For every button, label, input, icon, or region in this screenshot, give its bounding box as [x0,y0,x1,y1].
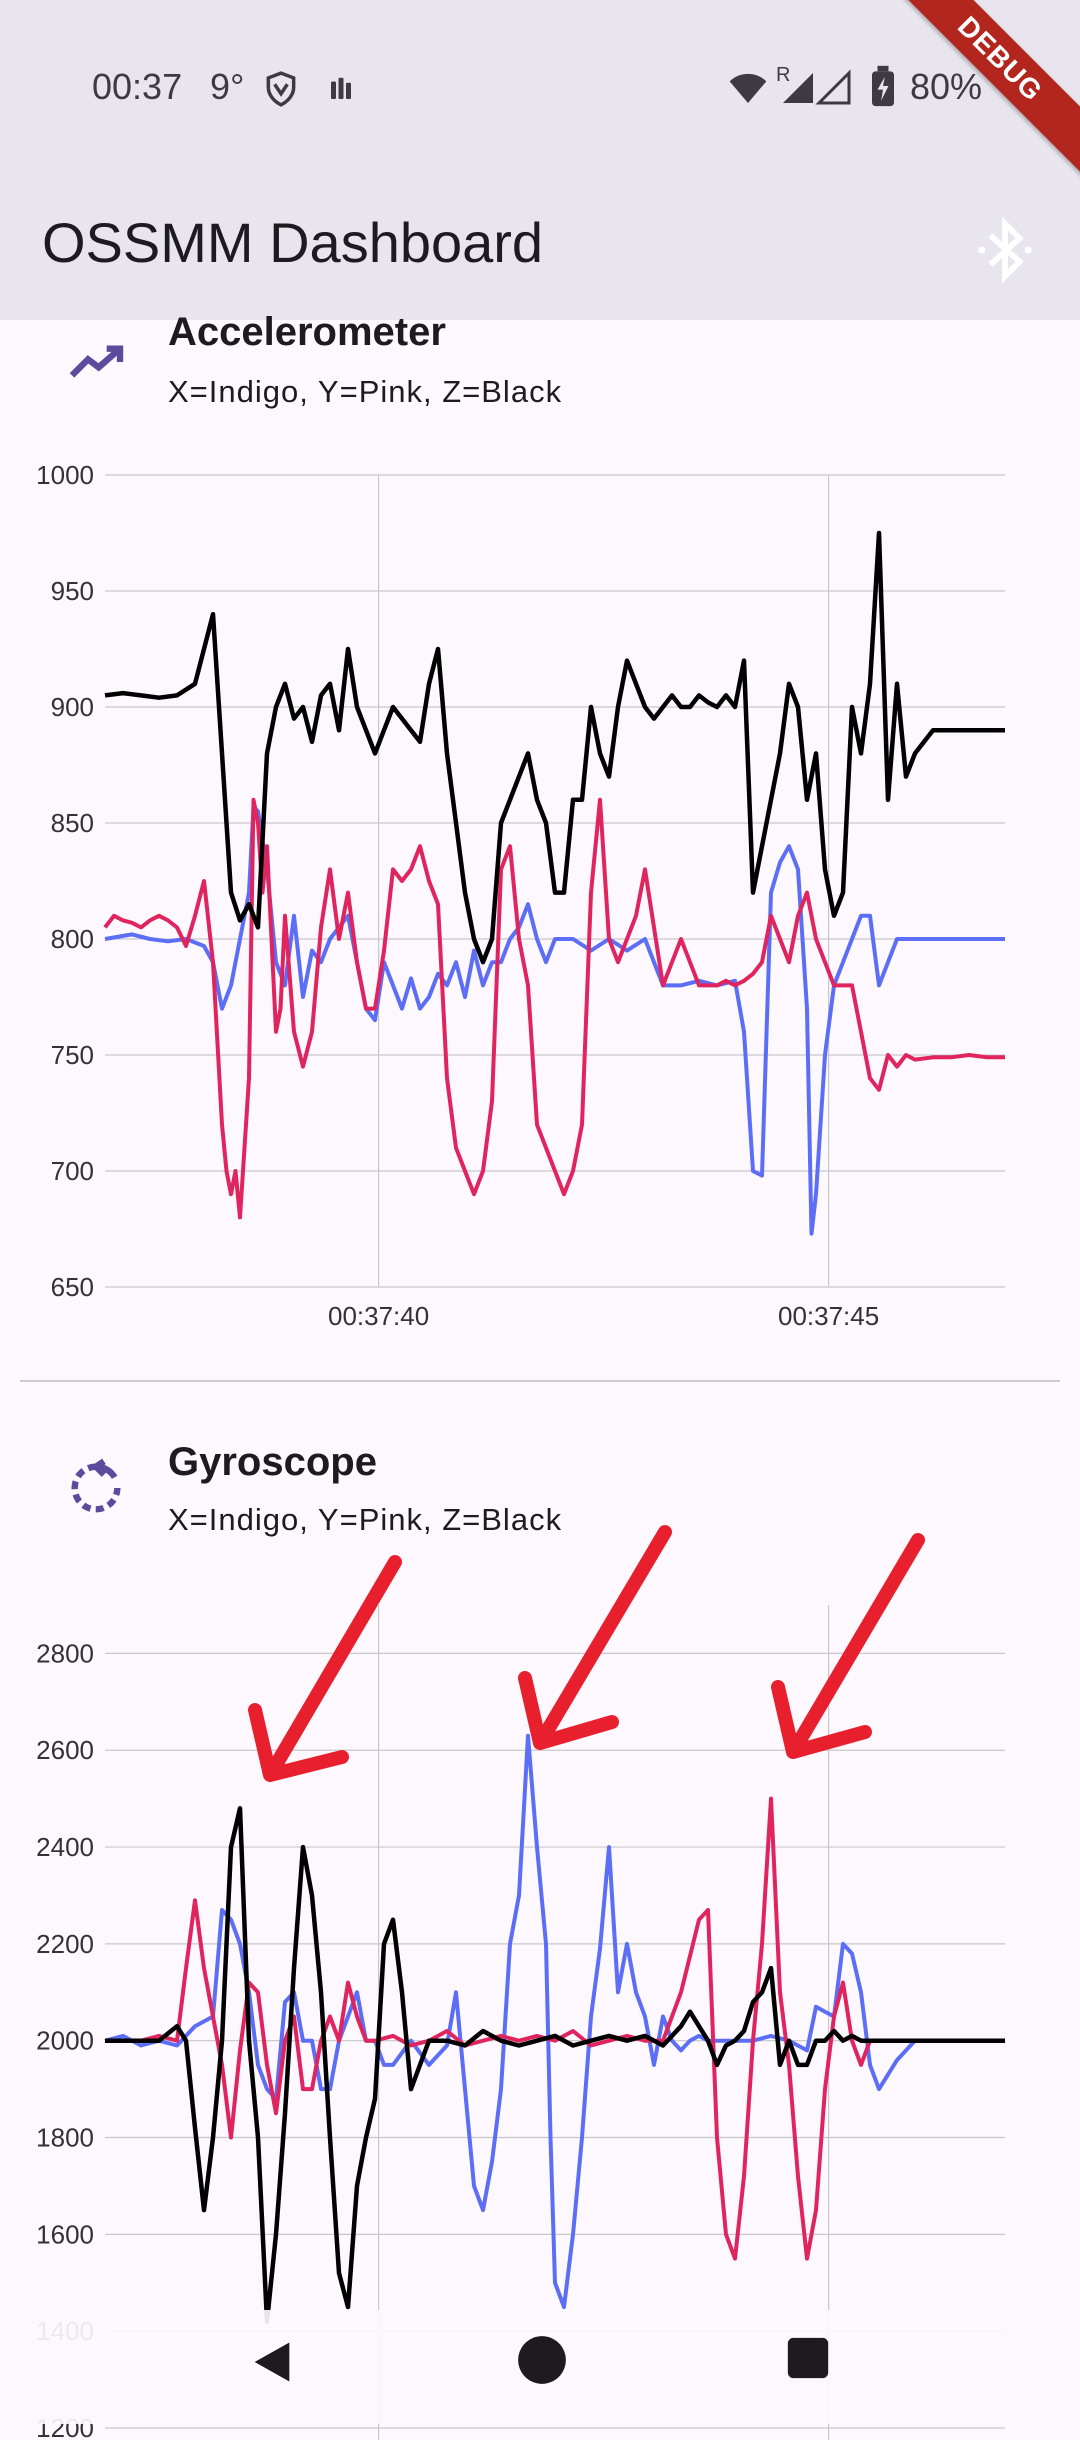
page-title: OSSMM Dashboard [42,211,544,274]
trending-up-icon [64,330,128,394]
y-tick-label: 1000 [36,460,94,490]
arrow-3 [771,1533,925,1759]
y-tick-label: 2600 [36,1735,94,1765]
recents-icon[interactable] [786,2336,830,2380]
home-icon[interactable] [516,2334,568,2386]
y-tick-label: 2200 [36,1929,94,1959]
bluetooth-button[interactable] [970,215,1040,285]
y-tick-label: 2400 [36,1832,94,1862]
y-tick-label: 650 [51,1272,94,1302]
status-temperature: 9° [210,66,245,107]
gyroscope-subtitle: X=Indigo, Y=Pink, Z=Black [168,1502,563,1537]
battery-percentage: 80% [910,66,983,107]
signal-icon [783,69,851,105]
x-tick-label: 00:37:40 [328,1301,429,1331]
series-line-y [103,797,1005,1220]
bluetooth-icon [978,216,1032,284]
status-bar: 00:37 9° R 80% [0,0,1080,175]
y-tick-label: 700 [51,1156,94,1186]
gyroscope-title: Gyroscope [168,1440,377,1484]
app-icon [331,77,351,99]
y-tick-label: 1600 [36,2219,94,2249]
wifi-icon [729,73,767,103]
accelerometer-subtitle: X=Indigo, Y=Pink, Z=Black [168,374,563,409]
y-tick-label: 850 [51,808,94,838]
status-time: 00:37 [92,66,183,107]
battery-icon [872,65,894,107]
app-bar [0,0,1080,320]
series-line-y [105,1796,1005,2261]
x-tick-label: 00:37:45 [778,1301,879,1331]
arrow-1 [248,1555,402,1782]
series-line-z [104,530,1005,965]
rotate-icon [64,1456,128,1520]
accelerometer-title: Accelerometer [168,310,446,354]
arrow-2 [518,1525,672,1750]
series-line-z [105,1806,1005,2324]
y-tick-label: 2000 [36,2026,94,2056]
y-tick-label: 800 [51,924,94,954]
y-tick-label: 750 [51,1040,94,1070]
divider [20,1380,1060,1382]
y-tick-label: 1800 [36,2123,94,2153]
roaming-indicator: R [776,64,791,86]
back-icon[interactable] [246,2334,298,2390]
y-tick-label: 950 [51,576,94,606]
shield-icon [266,71,296,107]
navigation-bar [0,2310,1080,2424]
y-tick-label: 900 [51,692,94,722]
accelerometer-chart: 650 700 750 800 850 900 950 1000 00:37:40 00:37:4… [36,460,1005,1331]
y-tick-label: 2800 [36,1638,94,1668]
